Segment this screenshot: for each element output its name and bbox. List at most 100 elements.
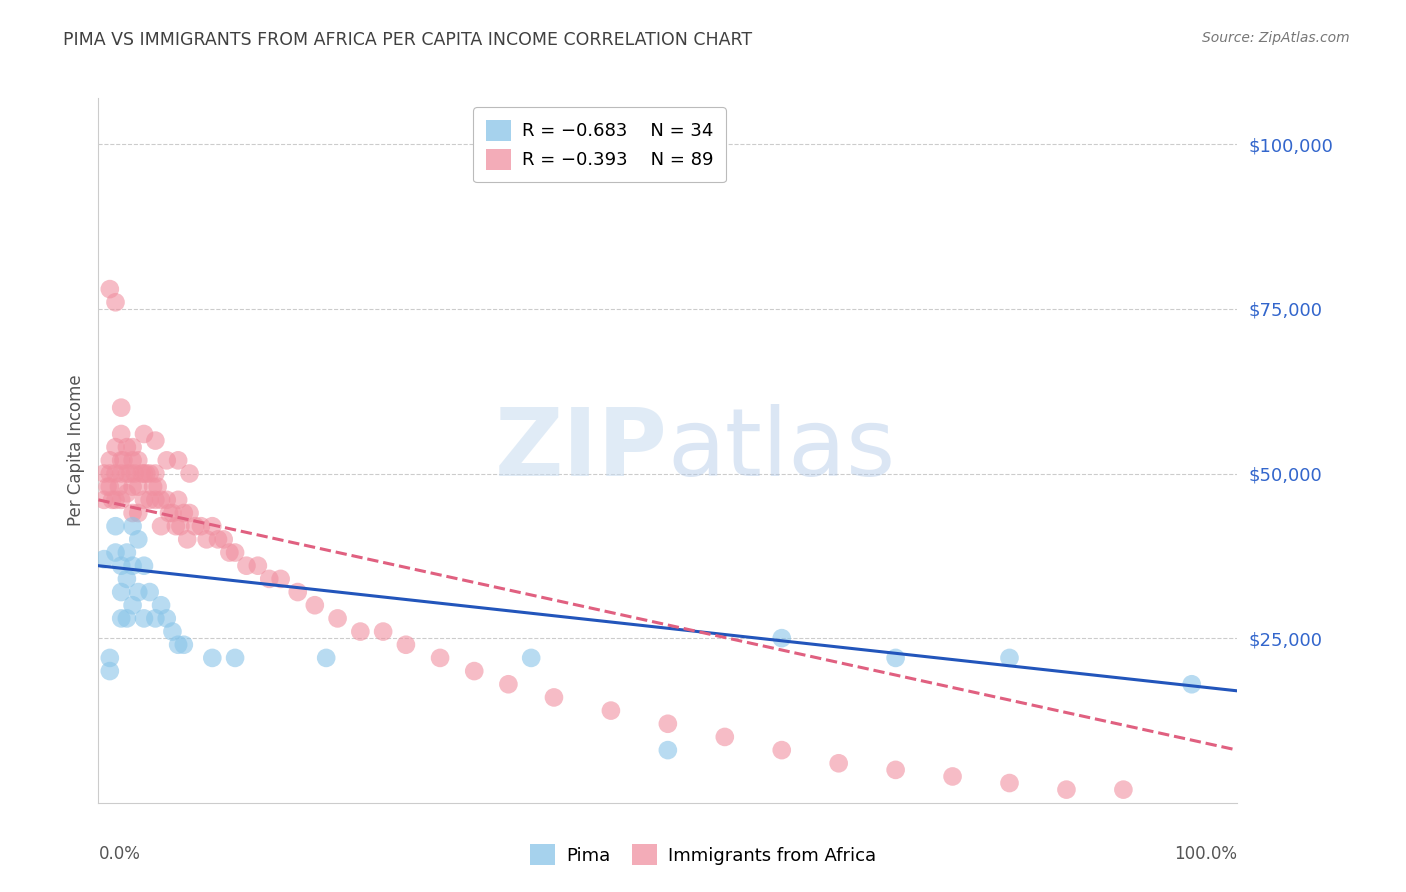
Point	[520, 651, 543, 665]
Point	[246, 558, 269, 573]
Point	[173, 506, 195, 520]
Point	[828, 756, 851, 771]
Point	[184, 519, 207, 533]
Point	[1112, 782, 1135, 797]
Point	[131, 467, 153, 481]
Point	[132, 427, 155, 442]
Point	[235, 558, 257, 573]
Point	[98, 664, 121, 678]
Point	[145, 434, 167, 448]
Point	[121, 480, 143, 494]
Point	[98, 282, 121, 296]
Point	[108, 480, 131, 494]
Point	[145, 492, 167, 507]
Point	[270, 572, 292, 586]
Point	[121, 599, 143, 613]
Point	[1181, 677, 1204, 691]
Point	[127, 480, 149, 494]
Y-axis label: Per Capita Income: Per Capita Income	[66, 375, 84, 526]
Text: Source: ZipAtlas.com: Source: ZipAtlas.com	[1202, 31, 1350, 45]
Legend: R = −0.683    N = 34, R = −0.393    N = 89: R = −0.683 N = 34, R = −0.393 N = 89	[472, 107, 725, 182]
Point	[207, 533, 229, 547]
Point	[657, 743, 679, 757]
Text: atlas: atlas	[668, 404, 896, 497]
Point	[543, 690, 565, 705]
Legend: Pima, Immigrants from Africa: Pima, Immigrants from Africa	[520, 835, 886, 874]
Point	[259, 572, 281, 586]
Point	[104, 519, 127, 533]
Point	[657, 716, 679, 731]
Point	[98, 453, 121, 467]
Point	[138, 467, 160, 481]
Point	[150, 519, 173, 533]
Point	[135, 467, 157, 481]
Point	[110, 492, 132, 507]
Point	[714, 730, 737, 744]
Point	[201, 651, 224, 665]
Point	[132, 467, 155, 481]
Point	[304, 599, 326, 613]
Point	[98, 467, 121, 481]
Point	[98, 480, 121, 494]
Point	[371, 624, 394, 639]
Point	[429, 651, 451, 665]
Point	[173, 638, 195, 652]
Point	[145, 611, 167, 625]
Point	[167, 638, 190, 652]
Point	[110, 453, 132, 467]
Point	[145, 467, 167, 481]
Point	[115, 486, 138, 500]
Point	[93, 467, 115, 481]
Point	[146, 480, 169, 494]
Point	[121, 519, 143, 533]
Point	[1054, 782, 1078, 797]
Point	[104, 440, 127, 454]
Point	[104, 545, 127, 559]
Point	[110, 585, 132, 599]
Point	[156, 611, 179, 625]
Point	[167, 453, 190, 467]
Point	[201, 519, 224, 533]
Point	[96, 480, 118, 494]
Point	[112, 453, 135, 467]
Text: ZIP: ZIP	[495, 404, 668, 497]
Point	[162, 506, 184, 520]
Point	[463, 664, 485, 678]
Point	[179, 467, 201, 481]
Point	[190, 519, 212, 533]
Point	[110, 401, 132, 415]
Point	[156, 453, 179, 467]
Point	[142, 480, 165, 494]
Point	[212, 533, 235, 547]
Point	[121, 440, 143, 454]
Point	[93, 492, 115, 507]
Point	[115, 572, 138, 586]
Point	[150, 492, 173, 507]
Point	[110, 558, 132, 573]
Point	[121, 453, 143, 467]
Point	[104, 295, 127, 310]
Point	[156, 492, 179, 507]
Point	[224, 545, 246, 559]
Point	[224, 651, 246, 665]
Point	[998, 776, 1021, 790]
Point	[157, 506, 180, 520]
Point	[110, 467, 132, 481]
Point	[93, 552, 115, 566]
Point	[98, 651, 121, 665]
Point	[884, 763, 907, 777]
Point	[124, 467, 146, 481]
Point	[315, 651, 337, 665]
Point	[132, 558, 155, 573]
Text: 0.0%: 0.0%	[98, 845, 141, 863]
Point	[132, 611, 155, 625]
Point	[127, 533, 149, 547]
Point	[110, 427, 132, 442]
Point	[127, 585, 149, 599]
Point	[884, 651, 907, 665]
Point	[132, 492, 155, 507]
Point	[942, 769, 965, 783]
Point	[287, 585, 309, 599]
Point	[115, 440, 138, 454]
Point	[127, 506, 149, 520]
